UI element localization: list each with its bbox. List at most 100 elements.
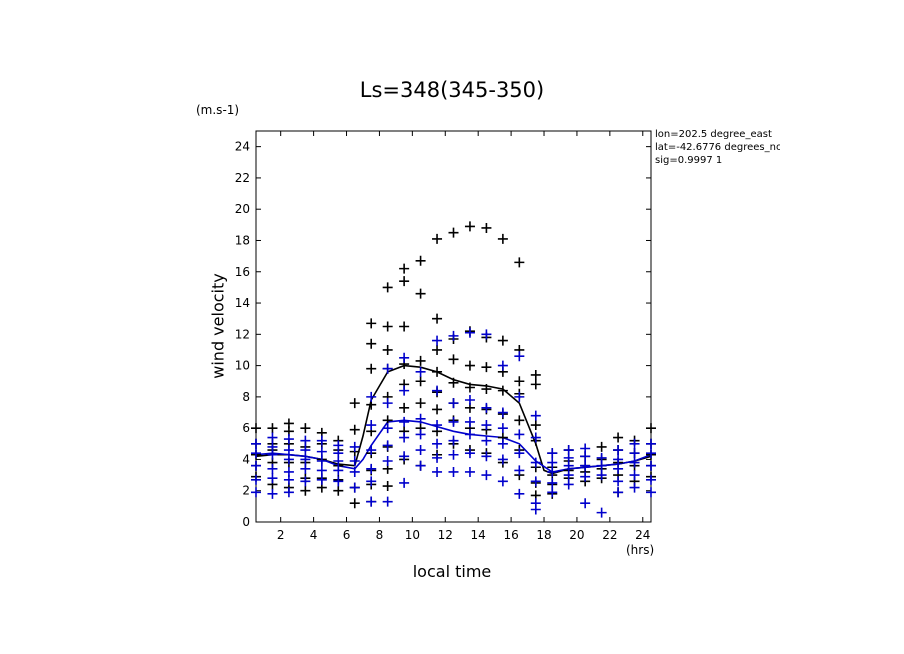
data-point-blue [580, 498, 591, 509]
y-tick-label: 20 [235, 202, 250, 216]
data-point-blue [464, 416, 475, 427]
y-tick-label: 8 [242, 390, 250, 404]
data-point-blue [316, 465, 327, 476]
data-point-blue [382, 423, 393, 434]
data-point-blue [547, 487, 558, 498]
data-point-blue [497, 438, 508, 449]
data-point-blue [349, 441, 360, 452]
x-tick-label: 6 [343, 528, 351, 542]
data-point-black [415, 355, 426, 366]
data-point-blue [497, 476, 508, 487]
data-point-black [497, 385, 508, 396]
data-point-black [382, 282, 393, 293]
data-point-black [415, 398, 426, 409]
data-point-blue [580, 451, 591, 462]
data-point-blue [300, 454, 311, 465]
data-point-black [613, 432, 624, 443]
data-point-black [530, 420, 541, 431]
data-point-blue [316, 474, 327, 485]
data-point-blue [613, 445, 624, 456]
data-point-blue [316, 446, 327, 457]
y-tick-label: 0 [242, 515, 250, 529]
data-point-black [464, 382, 475, 393]
data-point-blue [300, 445, 311, 456]
data-point-blue [448, 398, 459, 409]
y-tick-label: 6 [242, 421, 250, 435]
data-point-blue [547, 466, 558, 477]
data-point-blue [283, 474, 294, 485]
data-point-black [267, 423, 278, 434]
data-point-black [432, 233, 443, 244]
data-point-blue [580, 471, 591, 482]
data-point-black [481, 362, 492, 373]
y-tick-label: 10 [235, 359, 250, 373]
data-point-blue [300, 435, 311, 446]
y-tick-label: 2 [242, 484, 250, 498]
x-tick-label: 8 [376, 528, 384, 542]
x-unit-label: (hrs) [626, 543, 655, 557]
data-point-blue [366, 420, 377, 431]
y-tick-label: 22 [235, 171, 250, 185]
data-point-blue [547, 477, 558, 488]
plot-frame [255, 130, 652, 523]
data-point-black [366, 363, 377, 374]
data-point-blue [547, 448, 558, 459]
data-point-black [432, 366, 443, 377]
data-point-black [399, 321, 410, 332]
data-point-blue [514, 429, 525, 440]
data-point-black [399, 276, 410, 287]
y-tick-label: 24 [235, 140, 250, 154]
data-point-blue [432, 452, 443, 463]
data-point-black [432, 313, 443, 324]
data-point-blue [382, 456, 393, 467]
data-point-blue [283, 434, 294, 445]
data-point-blue [267, 449, 278, 460]
data-point-black [382, 344, 393, 355]
data-point-blue [251, 474, 261, 485]
data-point-blue [646, 460, 656, 471]
data-point-blue [514, 351, 525, 362]
y-tick-label: 14 [235, 296, 250, 310]
chart-title: Ls=348(345-350) [359, 78, 545, 102]
data-point-blue [399, 352, 410, 363]
data-point-blue [415, 413, 426, 424]
data-point-black [432, 344, 443, 355]
data-point-black [333, 485, 344, 496]
data-point-blue [251, 438, 261, 449]
data-point-blue [267, 463, 278, 474]
data-point-black [514, 257, 525, 268]
data-point-blue [382, 440, 393, 451]
data-point-blue [481, 470, 492, 481]
x-tick-label: 20 [569, 528, 584, 542]
data-point-blue [448, 466, 459, 477]
data-point-blue [448, 416, 459, 427]
data-point-black [448, 354, 459, 365]
data-point-blue [646, 448, 656, 459]
data-point-blue [530, 476, 541, 487]
data-point-blue [415, 366, 426, 377]
annotation-sig: sig=0.9997 1 [655, 155, 723, 166]
data-point-blue [382, 398, 393, 409]
data-point-black [251, 423, 261, 434]
data-point-black [415, 255, 426, 266]
data-point-blue [497, 423, 508, 434]
data-point-blue [530, 432, 541, 443]
data-point-blue [596, 470, 607, 481]
data-point-blue [366, 496, 377, 507]
data-point-black [300, 485, 311, 496]
y-tick-label: 18 [235, 233, 250, 247]
data-point-blue [514, 391, 525, 402]
data-point-blue [613, 487, 624, 498]
data-point-blue [432, 335, 443, 346]
x-tick-label: 18 [536, 528, 551, 542]
data-point-blue [481, 420, 492, 431]
data-point-blue [415, 445, 426, 456]
data-point-blue [399, 385, 410, 396]
data-point-blue [366, 445, 377, 456]
data-point-black [514, 376, 525, 387]
data-point-black [415, 288, 426, 299]
data-point-black [349, 424, 360, 435]
data-point-black [448, 377, 459, 388]
x-tick-label: 14 [471, 528, 486, 542]
x-axis-label: local time [412, 562, 492, 581]
